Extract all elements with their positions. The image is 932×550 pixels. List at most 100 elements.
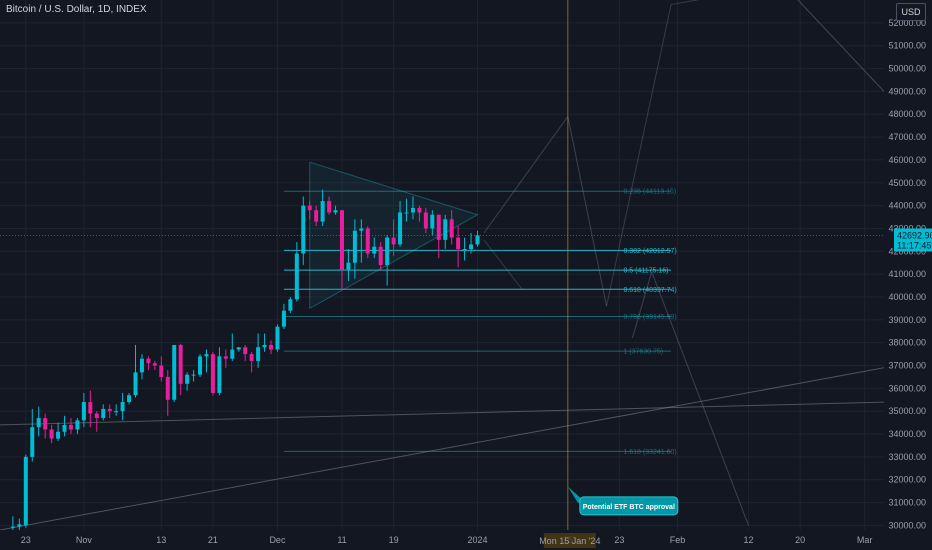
- trend-line: [483, 239, 524, 291]
- candle-body: [327, 201, 332, 213]
- grid: [0, 0, 884, 530]
- y-tick-label: 30000.00: [888, 520, 926, 530]
- candle-body: [339, 210, 344, 270]
- trend-line: [483, 116, 569, 234]
- candle-body: [288, 299, 293, 311]
- candle-body: [81, 402, 86, 421]
- candle-body: [10, 526, 15, 528]
- candle-body: [262, 344, 267, 348]
- candle-body: [120, 402, 125, 412]
- candle-body: [23, 456, 28, 526]
- candle-body: [217, 356, 222, 393]
- x-tick-label: 23: [614, 535, 624, 545]
- trend-line: [0, 401, 885, 426]
- projection-drawings: [0, 0, 885, 531]
- candle-body: [178, 344, 183, 384]
- y-tick-label: 38000.00: [888, 338, 926, 348]
- current-price-badge: [894, 228, 932, 252]
- candle-body: [269, 344, 274, 350]
- fib-level-label: 0.786 (39145.99): [623, 314, 676, 321]
- fib-level-label: 0.5 (41175.16): [623, 268, 668, 275]
- y-tick-label: 37000.00: [888, 361, 926, 371]
- candle-body: [294, 253, 299, 300]
- y-tick-label: 52000.00: [888, 18, 926, 28]
- countdown-label: 11:17:45: [897, 240, 931, 250]
- y-tick-label: 36000.00: [888, 383, 926, 393]
- candle-body: [275, 326, 280, 350]
- candle-body: [430, 214, 435, 229]
- x-tick-label: Mar: [857, 535, 873, 545]
- candle-body: [301, 205, 306, 254]
- candle-body: [359, 228, 364, 231]
- candle-body: [417, 207, 422, 213]
- annotation-text: Potential ETF BTC approval: [583, 504, 675, 511]
- candle-body: [410, 207, 415, 213]
- candle-body: [185, 374, 190, 384]
- candle-body: [43, 418, 48, 430]
- candle-body: [385, 237, 390, 265]
- x-tick-label: 13: [156, 535, 166, 545]
- x-tick-label: Nov: [76, 535, 93, 545]
- candle-body: [475, 235, 480, 245]
- x-tick-label: 23: [21, 535, 31, 545]
- candle-body: [210, 354, 215, 393]
- chart-title: Bitcoin / U.S. Dollar, 1D, INDEX: [6, 4, 147, 15]
- candle-body: [365, 228, 370, 254]
- fib-level-label: 1.618 (33241.60): [623, 449, 676, 456]
- candle-body: [372, 246, 377, 254]
- y-tick-label: 50000.00: [888, 64, 926, 74]
- x-tick-label: 19: [389, 535, 399, 545]
- x-axis-panel: [0, 530, 932, 550]
- candle-body: [469, 244, 474, 250]
- y-axis-panel: [884, 0, 932, 550]
- candle-body: [30, 427, 35, 457]
- fib-level-label: 0.382 (42012.57): [623, 248, 676, 255]
- candle-body: [94, 413, 99, 419]
- y-tick-label: 33000.00: [888, 452, 926, 462]
- y-tick-label: 40000.00: [888, 292, 926, 302]
- fib-level-label: 0.236 (44113.15): [623, 189, 676, 196]
- candle-body: [243, 347, 248, 355]
- candle-body: [436, 214, 441, 240]
- candle-body: [88, 402, 93, 414]
- candle-body: [307, 205, 312, 211]
- trend-line: [651, 271, 749, 526]
- candle-body: [443, 219, 448, 240]
- candle-body: [62, 424, 67, 432]
- candle-body: [68, 424, 73, 430]
- y-tick-label: 43000.00: [888, 223, 926, 233]
- candle-body: [17, 524, 22, 527]
- currency-button[interactable]: USD: [896, 3, 926, 21]
- y-tick-label: 46000.00: [888, 155, 926, 165]
- candle-body: [133, 372, 138, 396]
- fib-level-label: 0.618 (40337.74): [623, 287, 676, 294]
- candle-body: [114, 411, 119, 413]
- x-tick-label: 21: [208, 535, 218, 545]
- candle-body: [352, 230, 357, 263]
- candle-body: [462, 249, 467, 251]
- trend-line: [567, 116, 608, 307]
- annotation[interactable]: Potential ETF BTC approval: [567, 486, 679, 516]
- candle-body: [159, 365, 164, 377]
- date-badge: [543, 533, 596, 548]
- candle-body: [346, 262, 351, 270]
- candle-body: [204, 354, 209, 357]
- trend-line: [606, 4, 672, 307]
- candle-body: [320, 201, 325, 222]
- candle-body: [281, 310, 286, 327]
- current-price-label: 42692.90: [897, 230, 932, 240]
- y-tick-label: 35000.00: [888, 406, 926, 416]
- date-badge-label: Mon 15 Jan '24: [539, 536, 600, 546]
- candles: [10, 189, 480, 533]
- x-tick-label: 12: [743, 535, 753, 545]
- candle-body: [172, 344, 177, 400]
- y-tick-label: 51000.00: [888, 41, 926, 51]
- candle-body: [198, 356, 203, 375]
- fib-retracement: 0.236 (44113.15) 0.382 (42012.57) 0.5 (411…: [283, 189, 677, 456]
- y-tick-label: 45000.00: [888, 178, 926, 188]
- candle-body: [423, 212, 428, 229]
- x-tick-label: Dec: [269, 535, 286, 545]
- x-tick-label: 20: [795, 535, 805, 545]
- candle-body: [404, 212, 409, 214]
